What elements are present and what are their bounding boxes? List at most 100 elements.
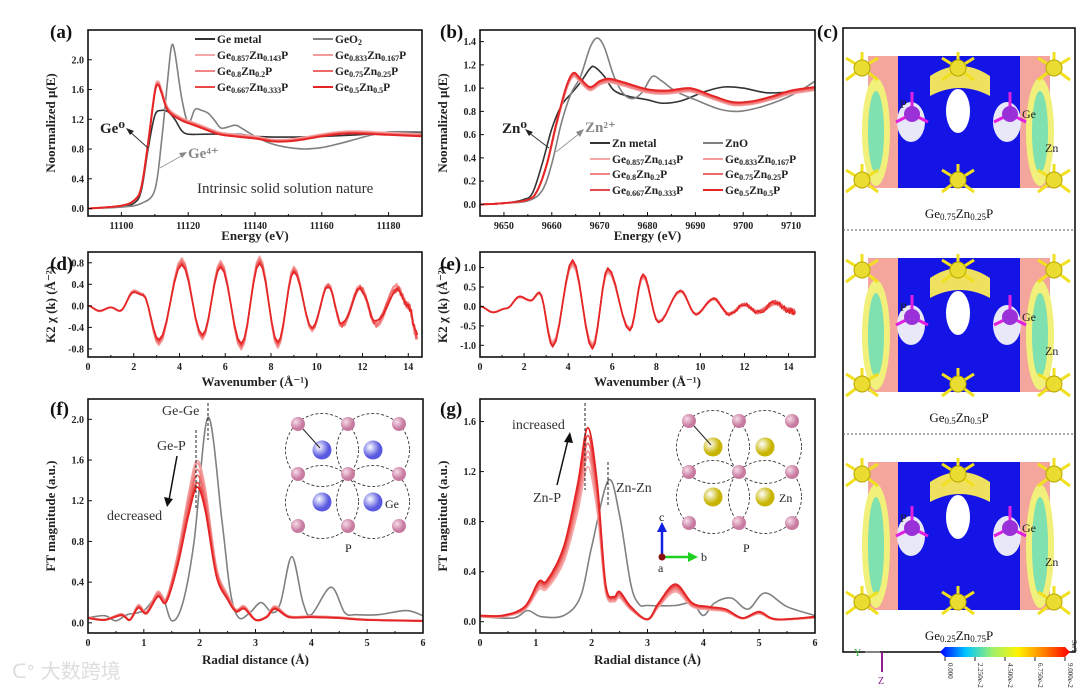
colorbar — [940, 647, 1070, 657]
p-atom — [732, 516, 746, 530]
structure-caption: Ge0.5Zn0.5P — [929, 410, 988, 426]
p-atom — [341, 519, 355, 533]
formula-part: Zn — [249, 82, 264, 94]
formula-part: Ge — [612, 154, 626, 166]
zn-atom — [853, 593, 871, 611]
zn-atom — [1045, 59, 1063, 77]
ge4-label: Ge⁴⁺ — [188, 146, 219, 162]
x-tick-label: 6 — [223, 362, 228, 373]
increased-arrow — [556, 439, 569, 486]
formula-part: Zn — [753, 169, 768, 181]
y-axis-label: K2 χ (k) (Å⁻²) — [43, 266, 58, 343]
y-axis-label: FT magnitude (a.u.) — [435, 461, 450, 572]
panel-label-a: (a) — [50, 22, 72, 43]
axis-c-label: c — [659, 510, 664, 524]
legend-entry: ZnO — [725, 138, 748, 150]
zn-atom — [1045, 375, 1063, 393]
formula-part: Ge — [612, 169, 626, 181]
legend-entry: Ge0.833Zn0.167P — [725, 154, 796, 167]
b-axis-arrowhead — [688, 552, 698, 562]
y-axis-label: K2 χ (k) (Å⁻²) — [435, 266, 450, 343]
legend-entry: Ge0.75Zn0.25P — [335, 66, 398, 79]
p-atom — [341, 467, 355, 481]
y-tick-label: 0.0 — [464, 617, 477, 628]
colorbar-tick-label: 4.500e-2 — [1006, 663, 1014, 688]
legend-entry: Ge0.857Zn0.143P — [612, 154, 683, 167]
subscript: 0.667 — [231, 86, 249, 95]
x-tick-label: 11100 — [109, 221, 133, 232]
decreased-label: decreased — [107, 509, 162, 524]
formula-part: P — [981, 410, 988, 425]
atom-label-p: P — [900, 300, 907, 314]
zn-atom — [853, 375, 871, 393]
increased-label: increased — [512, 418, 565, 433]
series-sample-6 — [480, 71, 815, 206]
legend-entry: Ge0.75Zn0.25P — [725, 169, 788, 182]
y-tick-label: 0.0 — [72, 204, 85, 215]
decreased-arrow — [168, 455, 178, 501]
y-tick-label: -0.8 — [68, 344, 84, 355]
p-atom — [291, 417, 305, 431]
p-atom — [785, 465, 799, 479]
metal-atom — [755, 487, 775, 507]
legend-entry: Ge0.667Zn0.333P — [217, 82, 288, 95]
subscript: 0.2 — [650, 173, 660, 182]
y-tick-label: 1.6 — [464, 417, 477, 428]
annotations-g: increased Zn-P Zn-Zn Zn P c b a — [512, 403, 802, 575]
zn-atom — [949, 375, 967, 393]
x-tick-label: 3 — [645, 638, 650, 649]
ge0-arrowhead — [126, 128, 134, 135]
y-tick-label: 0.0 — [72, 301, 85, 312]
legend-entry: Ge metal — [217, 34, 261, 46]
x-tick-label: 11120 — [176, 221, 200, 232]
formula-part: P — [781, 169, 788, 181]
formula-part: Ge — [725, 154, 739, 166]
subscript: 0.8 — [626, 173, 636, 182]
formula-part: ZnO — [725, 138, 748, 150]
subscript: 0.167 — [771, 158, 789, 167]
y-tick-label: -1.0 — [460, 341, 476, 352]
coordination-circle — [728, 460, 802, 534]
zn-atom — [1045, 171, 1063, 189]
x-tick-label: 0 — [86, 638, 91, 649]
zn-atom — [1045, 261, 1063, 279]
contour-band — [868, 91, 884, 173]
y-tick-label: 0.5 — [464, 283, 477, 294]
solid-solution-note: Intrinsic solid solution nature — [197, 181, 374, 197]
formula-part: GeO — [335, 34, 358, 46]
ge-atom — [904, 309, 920, 325]
formula-part: Ge — [217, 66, 231, 78]
crystal-inset-ge — [285, 413, 410, 539]
coordination-circle — [676, 460, 750, 534]
plot-frame — [479, 251, 816, 358]
formula-part: Ge — [925, 628, 940, 643]
subscript: 2 — [358, 38, 362, 47]
chart-g: 0 1 2 3 4 5 6 0.0 0.4 0.8 1.2 1.6 Radial distance (Å… — [435, 398, 818, 667]
ge4-arrow — [159, 154, 184, 169]
x-tick-label: 8 — [654, 362, 659, 373]
ge0-label: Ge⁰ — [100, 121, 125, 137]
subscript: 0.25 — [940, 634, 956, 644]
series-zno — [480, 37, 815, 206]
x-tick-label: 4 — [309, 638, 314, 649]
void-region — [946, 495, 970, 539]
p-atom — [291, 519, 305, 533]
formula-part: Ge — [929, 410, 944, 425]
formula-part: Zn — [749, 185, 764, 197]
y-tick-label: 0.8 — [464, 517, 477, 528]
panel-label-e: (e) — [440, 254, 461, 275]
x-tick-label: 11180 — [377, 221, 401, 232]
y-tick-label: 0.6 — [464, 130, 477, 141]
metal-atom — [703, 487, 723, 507]
colorbar-tick-label: 9.000e-2 — [1066, 663, 1074, 688]
p-atom — [732, 414, 746, 428]
contour-band — [930, 268, 990, 298]
panel-label-f: (f) — [50, 399, 69, 420]
y-tick-label: 2.0 — [72, 55, 85, 66]
series-sample-3 — [480, 450, 815, 621]
y-tick-label: 1.4 — [464, 37, 477, 48]
x-tick-label: 9700 — [733, 221, 753, 232]
